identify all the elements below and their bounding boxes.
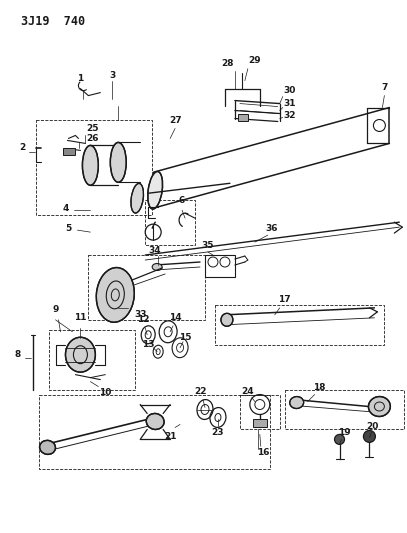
Text: 36: 36: [265, 224, 278, 232]
Text: 10: 10: [99, 388, 112, 397]
Text: 30: 30: [284, 86, 296, 95]
Text: 23: 23: [212, 428, 224, 437]
Ellipse shape: [131, 183, 144, 213]
Text: 24: 24: [241, 387, 254, 396]
Circle shape: [363, 431, 375, 442]
Text: 2: 2: [20, 143, 26, 152]
Text: 6: 6: [179, 196, 185, 205]
Ellipse shape: [96, 268, 134, 322]
Text: 31: 31: [283, 99, 296, 108]
Text: 1: 1: [77, 74, 83, 83]
Text: 19: 19: [338, 428, 351, 437]
Ellipse shape: [110, 142, 126, 182]
Bar: [205, 255, 235, 277]
Text: 17: 17: [278, 295, 291, 304]
Bar: [238, 114, 248, 122]
Text: 5: 5: [66, 224, 72, 232]
Text: 18: 18: [313, 383, 326, 392]
Ellipse shape: [152, 263, 162, 270]
Text: 20: 20: [366, 422, 379, 431]
Text: 22: 22: [194, 387, 206, 396]
Text: 12: 12: [137, 316, 149, 324]
Ellipse shape: [66, 337, 95, 372]
Ellipse shape: [221, 313, 233, 326]
Text: 25: 25: [86, 124, 98, 133]
Text: 7: 7: [381, 83, 387, 92]
Text: 21: 21: [164, 432, 176, 441]
Text: 16: 16: [256, 448, 269, 457]
Text: 32: 32: [283, 111, 296, 120]
Text: 35: 35: [202, 240, 214, 249]
Text: 9: 9: [53, 305, 59, 314]
Text: 27: 27: [169, 116, 182, 125]
Text: 11: 11: [74, 313, 87, 322]
Bar: [63, 148, 75, 156]
Ellipse shape: [39, 440, 55, 455]
Ellipse shape: [82, 146, 98, 185]
Text: 15: 15: [179, 333, 191, 342]
Ellipse shape: [148, 172, 162, 209]
Text: 26: 26: [86, 134, 98, 143]
Text: 13: 13: [142, 340, 154, 349]
Bar: [253, 419, 267, 427]
Text: 29: 29: [249, 56, 261, 65]
Text: 3: 3: [109, 71, 116, 80]
Text: 28: 28: [222, 59, 234, 68]
Ellipse shape: [290, 397, 304, 408]
Text: 3J19  740: 3J19 740: [21, 15, 85, 28]
Text: 8: 8: [15, 350, 21, 359]
Circle shape: [335, 434, 344, 445]
Ellipse shape: [146, 414, 164, 430]
Text: 4: 4: [62, 204, 69, 213]
Text: 14: 14: [169, 313, 182, 322]
Ellipse shape: [368, 397, 390, 416]
Text: 34: 34: [149, 246, 162, 255]
Text: 33: 33: [134, 310, 147, 319]
